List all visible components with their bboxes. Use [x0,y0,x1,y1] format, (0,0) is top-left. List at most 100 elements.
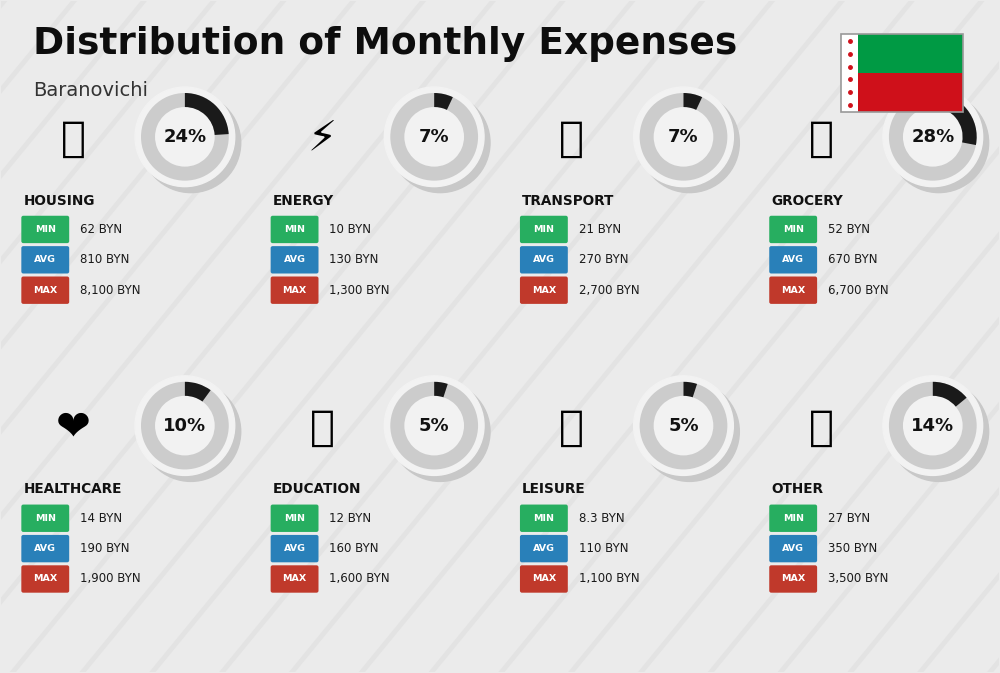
Text: 8,100 BYN: 8,100 BYN [80,284,141,297]
Text: HOUSING: HOUSING [23,194,95,207]
Text: 3,500 BYN: 3,500 BYN [828,573,888,586]
Text: AVG: AVG [533,255,555,264]
Text: 5%: 5% [668,417,699,435]
Wedge shape [141,93,229,180]
Text: MIN: MIN [284,225,305,234]
FancyBboxPatch shape [769,246,817,273]
Wedge shape [640,382,727,470]
Text: 1,100 BYN: 1,100 BYN [579,573,639,586]
Text: MAX: MAX [282,286,307,295]
FancyBboxPatch shape [841,34,963,73]
FancyBboxPatch shape [520,277,568,304]
Text: 🛍: 🛍 [559,406,584,449]
FancyBboxPatch shape [271,535,319,563]
Wedge shape [390,382,478,470]
Text: 62 BYN: 62 BYN [80,223,122,236]
FancyBboxPatch shape [21,565,69,593]
Circle shape [384,87,484,186]
Wedge shape [933,93,977,145]
Circle shape [135,376,235,475]
Text: 1,600 BYN: 1,600 BYN [329,573,390,586]
Circle shape [640,382,739,481]
Text: 1,900 BYN: 1,900 BYN [80,573,141,586]
Text: MIN: MIN [783,225,804,234]
Text: AVG: AVG [782,255,804,264]
Wedge shape [185,382,211,402]
Text: Baranovichi: Baranovichi [33,81,148,100]
Text: MAX: MAX [532,286,556,295]
FancyBboxPatch shape [271,216,319,243]
Text: 🎓: 🎓 [310,406,335,449]
Text: 110 BYN: 110 BYN [579,542,628,555]
Circle shape [141,93,241,192]
Wedge shape [185,93,229,135]
Text: MAX: MAX [282,575,307,583]
Wedge shape [683,93,702,110]
Circle shape [889,93,989,192]
FancyBboxPatch shape [21,535,69,563]
Text: 1,300 BYN: 1,300 BYN [329,284,390,297]
Text: AVG: AVG [34,255,56,264]
Wedge shape [141,382,229,470]
Text: AVG: AVG [284,255,306,264]
Text: 10%: 10% [163,417,206,435]
Text: MAX: MAX [33,286,57,295]
Text: 💰: 💰 [809,406,834,449]
FancyBboxPatch shape [769,277,817,304]
Text: MAX: MAX [532,575,556,583]
Text: TRANSPORT: TRANSPORT [522,194,614,207]
Text: 12 BYN: 12 BYN [329,511,372,525]
Circle shape [390,93,490,192]
Text: GROCERY: GROCERY [771,194,843,207]
Text: AVG: AVG [284,544,306,553]
FancyBboxPatch shape [520,216,568,243]
Text: 27 BYN: 27 BYN [828,511,870,525]
Text: 🏢: 🏢 [61,118,86,160]
Circle shape [883,376,983,475]
FancyBboxPatch shape [271,277,319,304]
Text: MAX: MAX [33,575,57,583]
Circle shape [889,382,989,481]
FancyBboxPatch shape [21,505,69,532]
Text: MIN: MIN [533,225,554,234]
Text: 10 BYN: 10 BYN [329,223,371,236]
FancyBboxPatch shape [769,565,817,593]
Text: 21 BYN: 21 BYN [579,223,621,236]
FancyBboxPatch shape [271,505,319,532]
Text: MIN: MIN [284,513,305,523]
Text: LEISURE: LEISURE [522,483,586,497]
Text: ❤: ❤ [56,406,91,449]
Circle shape [384,376,484,475]
FancyBboxPatch shape [520,246,568,273]
Text: 28%: 28% [911,128,954,146]
Text: 8.3 BYN: 8.3 BYN [579,511,624,525]
Wedge shape [434,93,453,110]
Text: MAX: MAX [781,575,805,583]
Text: Distribution of Monthly Expenses: Distribution of Monthly Expenses [33,26,738,63]
Wedge shape [933,382,967,406]
FancyBboxPatch shape [520,535,568,563]
FancyBboxPatch shape [841,34,858,112]
Text: MIN: MIN [35,225,56,234]
Text: AVG: AVG [34,544,56,553]
Text: 7%: 7% [419,128,449,146]
Text: OTHER: OTHER [771,483,823,497]
Wedge shape [889,382,977,470]
FancyBboxPatch shape [271,246,319,273]
Text: 670 BYN: 670 BYN [828,253,878,267]
Text: 14%: 14% [911,417,954,435]
Wedge shape [889,93,977,180]
FancyBboxPatch shape [769,535,817,563]
Text: 190 BYN: 190 BYN [80,542,130,555]
FancyBboxPatch shape [769,505,817,532]
Wedge shape [683,382,697,397]
FancyBboxPatch shape [769,216,817,243]
Text: AVG: AVG [782,544,804,553]
Text: 160 BYN: 160 BYN [329,542,379,555]
Text: 🛒: 🛒 [809,118,834,160]
Wedge shape [640,93,727,180]
Text: ⚡: ⚡ [308,118,337,160]
FancyBboxPatch shape [21,246,69,273]
Text: 6,700 BYN: 6,700 BYN [828,284,889,297]
Text: 24%: 24% [163,128,206,146]
